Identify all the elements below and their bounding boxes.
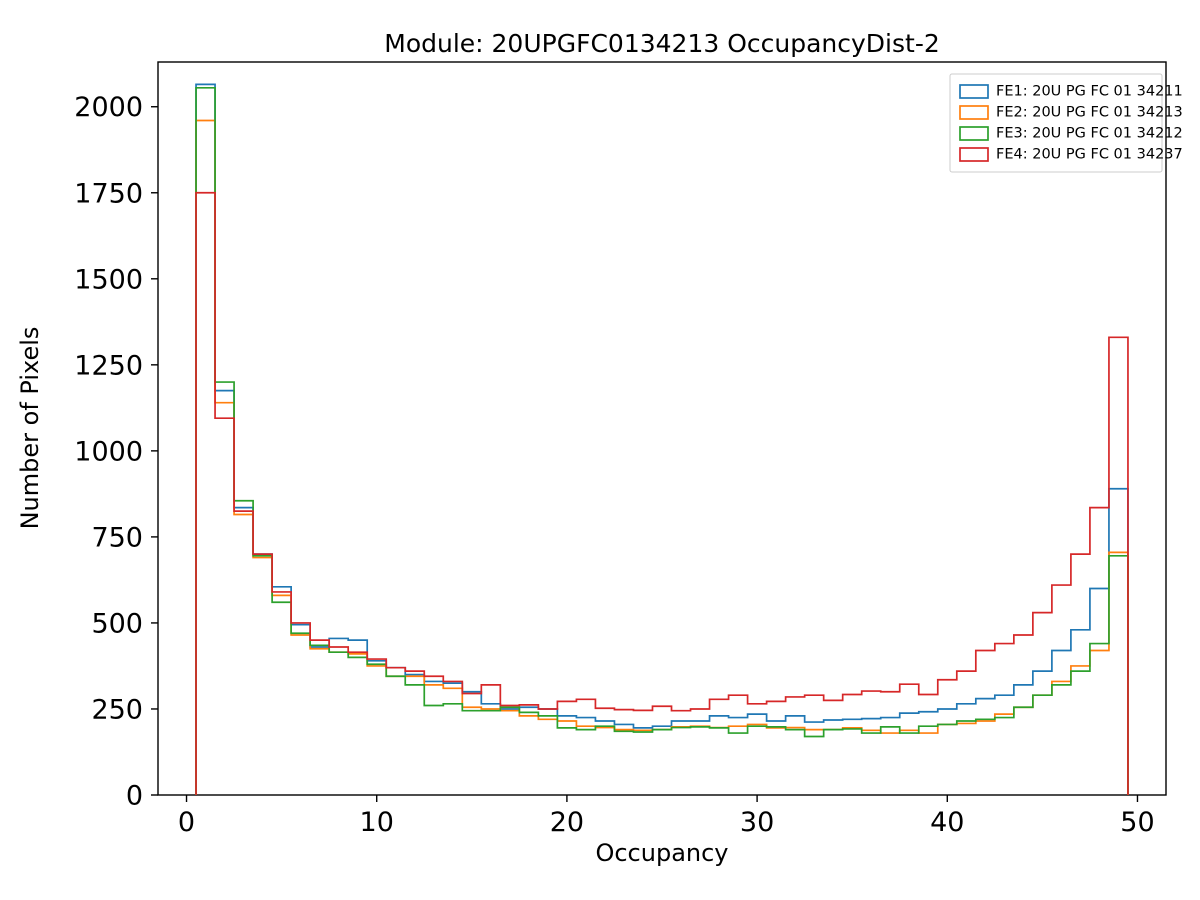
legend-color-swatch <box>959 147 989 162</box>
chart-title: Module: 20UPGFC0134213 OccupancyDist-2 <box>384 29 940 58</box>
x-axis-ticks: 0 10 20 30 40 50 <box>178 795 1155 838</box>
x-axis-label: Occupancy <box>595 839 728 867</box>
y-tick-label: 1750 <box>74 178 143 209</box>
y-tick-label: 750 <box>91 522 143 553</box>
legend-item[interactable]: FE4: 20U PG FC 01 34237 <box>959 147 1183 163</box>
legend-color-swatch <box>959 126 989 141</box>
legend-entry-label: FE3: 20U PG FC 01 34212 <box>996 126 1183 142</box>
y-axis-label: Number of Pixels <box>16 327 44 530</box>
x-tick-label: 10 <box>360 807 394 838</box>
y-tick-label: 2000 <box>74 92 143 123</box>
y-tick-label: 250 <box>91 694 143 725</box>
legend-entry-label: FE2: 20U PG FC 01 34213 <box>996 105 1183 121</box>
legend-item[interactable]: FE3: 20U PG FC 01 34212 <box>959 126 1183 142</box>
legend-item[interactable]: FE1: 20U PG FC 01 34211 <box>959 84 1183 100</box>
series-line-1 <box>195 83 1129 795</box>
series-line-3 <box>195 86 1129 795</box>
series-plot-area <box>195 83 1129 795</box>
chart-legend: FE1: 20U PG FC 01 34211 FE2: 20U PG FC 01… <box>949 73 1183 173</box>
legend-background <box>949 73 1163 173</box>
y-tick-label: 1000 <box>74 436 143 467</box>
y-tick-label: 0 <box>126 781 143 812</box>
series-line-4 <box>195 191 1129 795</box>
legend-color-swatch <box>959 84 989 99</box>
axes-frame <box>157 61 1167 796</box>
y-tick-label: 500 <box>91 608 143 639</box>
x-tick-label: 30 <box>740 807 774 838</box>
y-tick-label: 1250 <box>74 350 143 381</box>
legend-color-swatch <box>959 105 989 120</box>
x-tick-label: 0 <box>178 807 195 838</box>
x-tick-label: 40 <box>930 807 964 838</box>
legend-entry-label: FE1: 20U PG FC 01 34211 <box>996 84 1183 100</box>
legend-item[interactable]: FE2: 20U PG FC 01 34213 <box>959 105 1183 121</box>
y-axis-ticks: 0 250 500 750 1000 1250 1500 1750 2000 <box>74 92 158 812</box>
x-tick-label: 20 <box>550 807 584 838</box>
plot-frame <box>157 61 1167 796</box>
x-tick-label: 50 <box>1120 807 1154 838</box>
y-tick-label: 1500 <box>74 264 143 295</box>
legend-entry-label: FE4: 20U PG FC 01 34237 <box>996 147 1183 163</box>
